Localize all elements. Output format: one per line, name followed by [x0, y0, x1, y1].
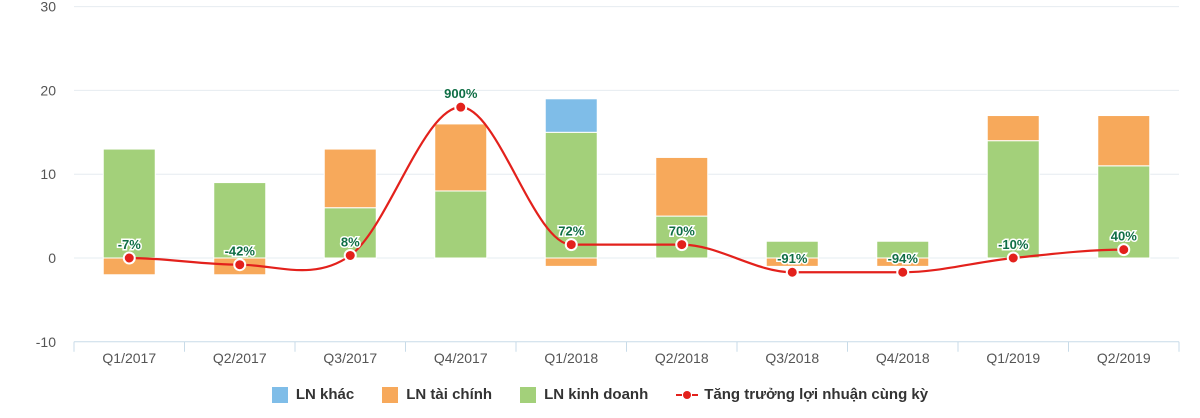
- x-tick-label: Q1/2018: [544, 350, 598, 366]
- y-tick-label: -10: [36, 334, 56, 350]
- y-tick-label: 20: [40, 82, 56, 98]
- legend: LN khác LN tài chính LN kinh doanh Tăng …: [0, 386, 1200, 403]
- legend-item-growth[interactable]: Tăng trưởng lợi nhuận cùng kỳ: [676, 386, 928, 403]
- bar-segment[interactable]: [434, 123, 488, 192]
- bar-segment[interactable]: [434, 190, 488, 259]
- x-tick-label: Q3/2017: [323, 350, 377, 366]
- line-marker-icon: [676, 387, 699, 403]
- bar-segment[interactable]: [1097, 115, 1151, 167]
- y-tick-label: 30: [40, 0, 56, 15]
- growth-line-series: [122, 100, 1131, 279]
- bar-segment[interactable]: [213, 182, 267, 259]
- x-tick-label: Q4/2018: [876, 350, 930, 366]
- growth-data-label: -10%: [998, 237, 1029, 252]
- bar-series: [102, 98, 1151, 276]
- x-tick-label: Q2/2017: [213, 350, 267, 366]
- legend-label: LN kinh doanh: [544, 386, 649, 403]
- bar-segment[interactable]: [102, 148, 156, 259]
- growth-data-label: -91%: [777, 251, 808, 266]
- growth-data-label: -42%: [225, 244, 256, 259]
- swatch-ln-kinh-doanh: [520, 386, 537, 403]
- bar-segment[interactable]: [544, 131, 598, 259]
- legend-label: LN khác: [295, 386, 355, 403]
- x-tick-label: Q4/2017: [434, 350, 488, 366]
- growth-data-label: 8%: [341, 234, 360, 249]
- data-labels: -7% -42% 8% 900% 72% 70% -91% -94% -10% 40%: [116, 85, 1139, 268]
- line-point-marker[interactable]: [896, 265, 910, 279]
- line-point-marker[interactable]: [233, 258, 247, 272]
- line-point-marker[interactable]: [454, 100, 468, 114]
- bar-segment[interactable]: [986, 115, 1040, 142]
- line-point-marker[interactable]: [564, 238, 578, 252]
- line-point-marker[interactable]: [785, 265, 799, 279]
- growth-data-label: 900%: [444, 86, 478, 101]
- legend-item-ln-kinh-doanh[interactable]: LN kinh doanh: [520, 386, 648, 403]
- line-point-marker[interactable]: [675, 238, 689, 252]
- growth-data-label: -94%: [888, 251, 919, 266]
- bar-segment[interactable]: [323, 148, 377, 209]
- growth-data-label: -7%: [118, 237, 142, 252]
- legend-label: LN tài chính: [406, 386, 493, 403]
- legend-item-ln-khac[interactable]: LN khác: [271, 386, 355, 403]
- line-point-marker[interactable]: [1117, 243, 1131, 257]
- bar-segment[interactable]: [655, 156, 709, 217]
- line-point-marker[interactable]: [1006, 251, 1020, 265]
- x-axis: Q1/2017 Q2/2017 Q3/2017 Q4/2017 Q1/2018 Q2/20…: [73, 341, 1180, 366]
- legend-item-ln-tai-chinh[interactable]: LN tài chính: [382, 386, 492, 403]
- x-tick-label: Q2/2019: [1097, 350, 1151, 366]
- swatch-ln-khac: [271, 386, 288, 403]
- y-axis: -10 0 10 20 30: [36, 0, 56, 350]
- y-tick-label: 0: [48, 250, 56, 266]
- x-tick-label: Q1/2017: [102, 350, 156, 366]
- bar-segment[interactable]: [544, 257, 598, 267]
- x-tick-label: Q1/2019: [986, 350, 1040, 366]
- growth-data-label: 40%: [1111, 229, 1137, 244]
- line-point-marker[interactable]: [343, 248, 357, 262]
- y-tick-label: 10: [40, 166, 56, 182]
- growth-data-label: 72%: [558, 224, 584, 239]
- legend-label: Tăng trưởng lợi nhuận cùng kỳ: [704, 386, 929, 403]
- bar-segment[interactable]: [544, 98, 598, 133]
- swatch-ln-tai-chinh: [382, 386, 399, 403]
- x-tick-label: Q3/2018: [765, 350, 819, 366]
- line-point-marker[interactable]: [122, 251, 136, 265]
- growth-data-label: 70%: [669, 224, 695, 239]
- x-tick-label: Q2/2018: [655, 350, 709, 366]
- bar-segment[interactable]: [1097, 165, 1151, 259]
